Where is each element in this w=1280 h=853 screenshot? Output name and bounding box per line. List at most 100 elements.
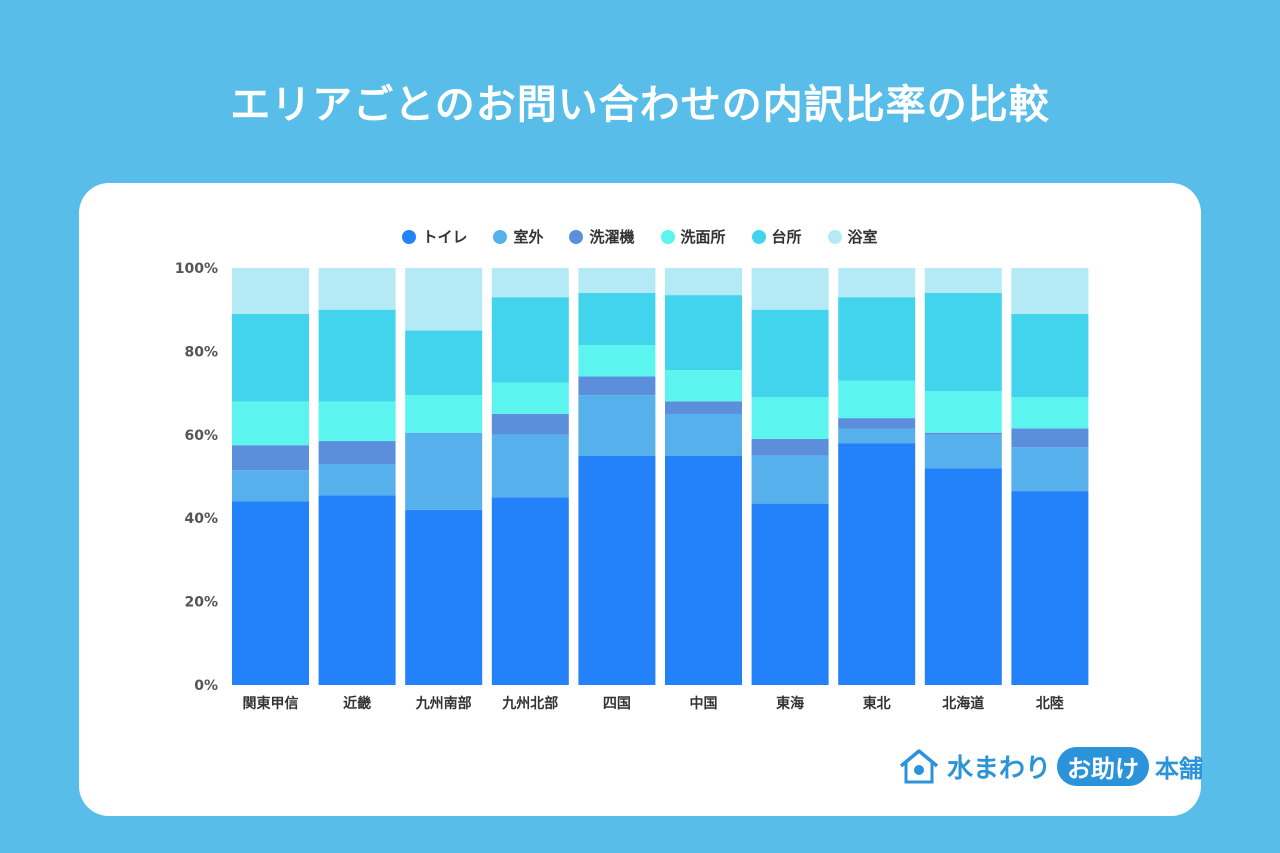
legend-label: 室外 xyxy=(513,228,544,246)
bar-segment xyxy=(318,401,396,442)
bar-segment xyxy=(838,268,916,298)
logo-text-help: お助け xyxy=(1057,746,1150,786)
logo-text-shop: 本舗 xyxy=(1155,754,1204,783)
y-tick-label: 40% xyxy=(184,511,218,527)
bar-segment xyxy=(491,413,569,435)
y-tick-label: 80% xyxy=(184,344,218,360)
bar-segment xyxy=(405,509,483,685)
bar-segment xyxy=(318,268,396,310)
bar-segment xyxy=(578,293,656,346)
bar-segment xyxy=(491,297,569,383)
y-tick-label: 60% xyxy=(184,428,218,444)
legend-label: 浴室 xyxy=(847,228,878,246)
legend-label: 洗濯機 xyxy=(589,228,635,246)
bar-segment xyxy=(491,382,569,414)
bar-segment xyxy=(578,376,656,396)
legend-item: 室外 xyxy=(493,226,543,247)
bar-segment xyxy=(578,268,656,294)
legend-swatch xyxy=(569,229,584,244)
bar-segment xyxy=(232,501,309,685)
bar-segment xyxy=(751,438,829,456)
bar-segment xyxy=(232,445,309,471)
x-category-label: 関東甲信 xyxy=(243,695,299,712)
bar-segment xyxy=(751,268,829,310)
bar-segment xyxy=(1011,268,1089,314)
bar-segment xyxy=(405,268,483,331)
bar-segment xyxy=(405,330,483,396)
bar-segment xyxy=(491,434,569,498)
x-category-label: 中国 xyxy=(690,695,718,712)
bar-segment xyxy=(665,370,742,402)
y-tick-label: 0% xyxy=(194,678,218,694)
bar-segment xyxy=(924,432,1002,435)
x-category-label: 北陸 xyxy=(1036,695,1064,712)
bar-segment xyxy=(924,293,1002,392)
bar-segment xyxy=(491,497,569,685)
legend-label: 台所 xyxy=(771,228,802,246)
legend-label: トイレ xyxy=(422,228,468,246)
chart-legend: トイレ 室外 洗濯機 洗面所 台所 浴室 xyxy=(79,226,1201,247)
bar-segment xyxy=(924,468,1002,685)
bar-segment xyxy=(665,413,742,456)
legend-swatch xyxy=(827,229,842,244)
bar-segment xyxy=(924,434,1002,469)
x-category-label: 東北 xyxy=(863,695,891,712)
x-category-label: 九州南部 xyxy=(415,695,472,712)
bar-segment xyxy=(578,395,656,456)
bar-segment xyxy=(1011,313,1089,398)
legend-item: トイレ xyxy=(402,226,467,247)
house-icon xyxy=(899,749,939,784)
bar-segment xyxy=(232,313,309,402)
x-category-label: 四国 xyxy=(603,696,631,712)
bar-segment xyxy=(751,309,829,398)
bar-segment xyxy=(751,503,829,685)
bar-segment xyxy=(838,443,916,685)
bar-segment xyxy=(1011,447,1089,492)
legend-label: 洗面所 xyxy=(680,228,726,246)
logo-text-water: 水まわり xyxy=(947,753,1052,784)
bar-segment xyxy=(232,401,309,446)
bar-segment xyxy=(838,380,916,419)
bar-segment xyxy=(318,495,396,685)
bar-segment xyxy=(751,397,829,439)
x-category-label: 近畿 xyxy=(343,695,371,712)
bar-segment xyxy=(1011,428,1089,448)
bar-segment xyxy=(838,297,916,381)
bar-segment xyxy=(1011,491,1089,685)
bar-segment xyxy=(751,455,829,504)
legend-swatch xyxy=(493,229,508,244)
legend-swatch xyxy=(402,229,417,244)
bar-segment xyxy=(665,295,742,371)
y-tick-label: 100% xyxy=(175,261,218,277)
bar-segment xyxy=(405,432,483,510)
bar-segment xyxy=(665,268,742,296)
legend-swatch xyxy=(751,229,766,244)
bar-segment xyxy=(405,395,483,433)
bar-segment xyxy=(318,463,396,496)
legend-item: 洗面所 xyxy=(660,226,726,247)
bar-segment xyxy=(318,441,396,464)
bar-segment xyxy=(838,418,916,429)
bar-segment xyxy=(838,428,916,444)
legend-swatch xyxy=(660,229,675,244)
bar-segment xyxy=(924,268,1002,294)
bar-segment xyxy=(232,268,309,314)
x-category-label: 東海 xyxy=(776,695,804,712)
bar-segment xyxy=(578,455,656,685)
bar-segment xyxy=(1011,397,1089,429)
bar-segment xyxy=(232,470,309,502)
bar-segment xyxy=(924,391,1002,433)
bar-segment xyxy=(665,401,742,414)
legend-item: 洗濯機 xyxy=(569,226,635,247)
bar-segment xyxy=(665,455,742,685)
legend-item: 台所 xyxy=(751,226,802,247)
bar-segment xyxy=(318,309,396,402)
brand-logo: 水まわり お助け 本舗 xyxy=(897,746,1203,786)
bar-segment xyxy=(491,268,569,298)
legend-item: 浴室 xyxy=(827,226,878,247)
x-category-label: 九州北部 xyxy=(501,695,558,712)
y-tick-label: 20% xyxy=(184,595,218,611)
page-title: エリアごとのお問い合わせの内訳比率の比較 xyxy=(230,82,1050,128)
bar-segment xyxy=(578,345,656,377)
